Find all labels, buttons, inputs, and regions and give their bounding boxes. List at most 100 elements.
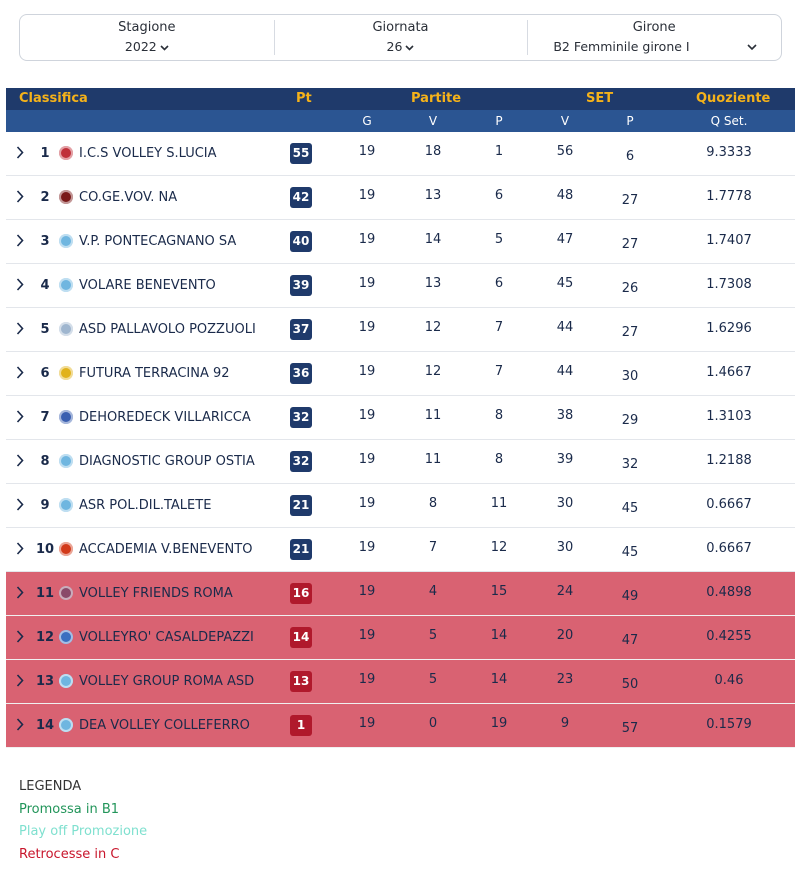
cell-p: 14 [490,672,508,687]
group-label: Girone [632,20,676,35]
cell-sv: 39 [556,452,574,467]
position: 4 [40,278,50,293]
chevron-right-icon[interactable] [14,220,26,264]
cell-v: 11 [424,452,442,467]
team-name[interactable]: ASR POL.DIL.TALETE [79,498,212,513]
cell-sp: 49 [621,589,639,604]
team-logo [59,366,73,380]
team-logo [59,410,73,424]
cell-sp: 27 [621,237,639,252]
table-row[interactable]: 1 I.C.S VOLLEY S.LUCIA 55 19 18 1 56 6 9.3333 [6,132,795,176]
cell-sp: 27 [621,193,639,208]
chevron-right-icon[interactable] [14,484,26,528]
table-row[interactable]: 6 FUTURA TERRACINA 92 36 19 12 7 44 30 1.4667 [6,352,795,396]
cell-g: 19 [358,584,376,599]
chevron-right-icon[interactable] [14,352,26,396]
table-row[interactable]: 2 CO.GE.VOV. NA 42 19 13 6 48 27 1.7778 [6,176,795,220]
chevron-right-icon[interactable] [14,396,26,440]
chevron-right-icon[interactable] [14,264,26,308]
cell-p: 14 [490,628,508,643]
chevron-right-icon[interactable] [14,528,26,572]
group-select[interactable]: Girone B2 Femminile girone I [527,15,781,60]
cell-v: 7 [428,540,438,555]
team-name[interactable]: V.P. PONTECAGNANO SA [79,234,237,249]
points-badge: 37 [290,319,312,340]
legend-relegated-c: Retrocesse in C [19,846,120,862]
matchday-select[interactable]: Giornata 26 [273,15,528,60]
team-logo [59,190,73,204]
table-row[interactable]: 14 DEA VOLLEY COLLEFERRO 1 19 0 19 9 57 0.1579 [6,704,795,748]
chevron-right-icon[interactable] [14,440,26,484]
table-row[interactable]: 3 V.P. PONTECAGNANO SA 40 19 14 5 47 27 1.7407 [6,220,795,264]
team-logo [59,542,73,556]
cell-p: 6 [494,188,504,203]
team-name[interactable]: VOLLEY FRIENDS ROMA [79,586,233,601]
cell-q: 1.2188 [706,453,752,468]
team-logo [59,586,73,600]
chevron-right-icon[interactable] [14,704,26,748]
table-row[interactable]: 4 VOLARE BENEVENTO 39 19 13 6 45 26 1.7308 [6,264,795,308]
team-logo [59,498,73,512]
chevron-right-icon[interactable] [14,132,26,176]
position: 3 [40,234,50,249]
chevron-right-icon[interactable] [14,308,26,352]
position: 13 [36,674,55,689]
chevron-right-icon[interactable] [14,572,26,616]
cell-v: 5 [428,628,438,643]
table-row[interactable]: 10 ACCADEMIA V.BENEVENTO 21 19 7 12 30 45 0.6667 [6,528,795,572]
team-name[interactable]: VOLLEY GROUP ROMA ASD [79,674,255,689]
chevron-down-icon [405,40,415,57]
cell-sv: 56 [556,144,574,159]
team-name[interactable]: ASD PALLAVOLO POZZUOLI [79,322,256,337]
table-row[interactable]: 9 ASR POL.DIL.TALETE 21 19 8 11 30 45 0.6667 [6,484,795,528]
points-badge: 1 [290,715,312,736]
table-row[interactable]: 5 ASD PALLAVOLO POZZUOLI 37 19 12 7 44 27 1.6296 [6,308,795,352]
cell-sv: 20 [556,628,574,643]
points-badge: 21 [290,539,312,560]
matchday-label: Giornata [372,20,429,35]
team-name[interactable]: ACCADEMIA V.BENEVENTO [79,542,253,557]
cell-q: 1.7308 [706,277,752,292]
cell-v: 0 [428,716,438,731]
cell-v: 14 [424,232,442,247]
cell-g: 19 [358,496,376,511]
cell-g: 19 [358,628,376,643]
team-name[interactable]: DEHOREDECK VILLARICCA [79,410,251,425]
chevron-right-icon[interactable] [14,176,26,220]
cell-sp: 27 [621,325,639,340]
cell-p: 8 [494,452,504,467]
team-name[interactable]: FUTURA TERRACINA 92 [79,366,230,381]
table-row[interactable]: 11 VOLLEY FRIENDS ROMA 16 19 4 15 24 49 0.4898 [6,572,795,616]
cell-sp: 47 [621,633,639,648]
team-name[interactable]: CO.GE.VOV. NA [79,190,178,205]
cell-sv: 24 [556,584,574,599]
team-name[interactable]: VOLARE BENEVENTO [79,278,216,293]
table-body: 1 I.C.S VOLLEY S.LUCIA 55 19 18 1 56 6 9.3333 2 CO… [6,132,795,748]
chevron-right-icon[interactable] [14,660,26,704]
position: 10 [36,542,55,557]
cell-sv: 9 [560,716,570,731]
chevron-right-icon[interactable] [14,616,26,660]
cell-g: 19 [358,276,376,291]
cell-sp: 50 [621,677,639,692]
team-logo [59,630,73,644]
table-row[interactable]: 13 VOLLEY GROUP ROMA ASD 13 19 5 14 23 50 0.46 [6,660,795,704]
team-name[interactable]: VOLLEYRO' CASALDEPAZZI [79,630,254,645]
cell-v: 18 [424,144,442,159]
season-select[interactable]: Stagione 2022 [20,15,274,60]
table-row[interactable]: 12 VOLLEYRO' CASALDEPAZZI 14 19 5 14 20 47 0.425… [6,616,795,660]
team-name[interactable]: DIAGNOSTIC GROUP OSTIA [79,454,255,469]
table-row[interactable]: 7 DEHOREDECK VILLARICCA 32 19 11 8 38 29 1.3103 [6,396,795,440]
team-name[interactable]: DEA VOLLEY COLLEFERRO [79,718,250,733]
header-set-p: P [626,114,634,128]
table-row[interactable]: 8 DIAGNOSTIC GROUP OSTIA 32 19 11 8 39 32 1.2188 [6,440,795,484]
cell-v: 5 [428,672,438,687]
header-quoziente: Quoziente [696,91,771,106]
legend-promoted-b1: Promossa in B1 [19,801,120,817]
cell-q: 0.46 [714,673,744,688]
header-pt: Pt [296,91,312,106]
table-subheader: G V P V P Q Set. [6,110,795,132]
team-name[interactable]: I.C.S VOLLEY S.LUCIA [79,146,217,161]
header-qset: Q Set. [710,114,748,128]
points-badge: 13 [290,671,312,692]
